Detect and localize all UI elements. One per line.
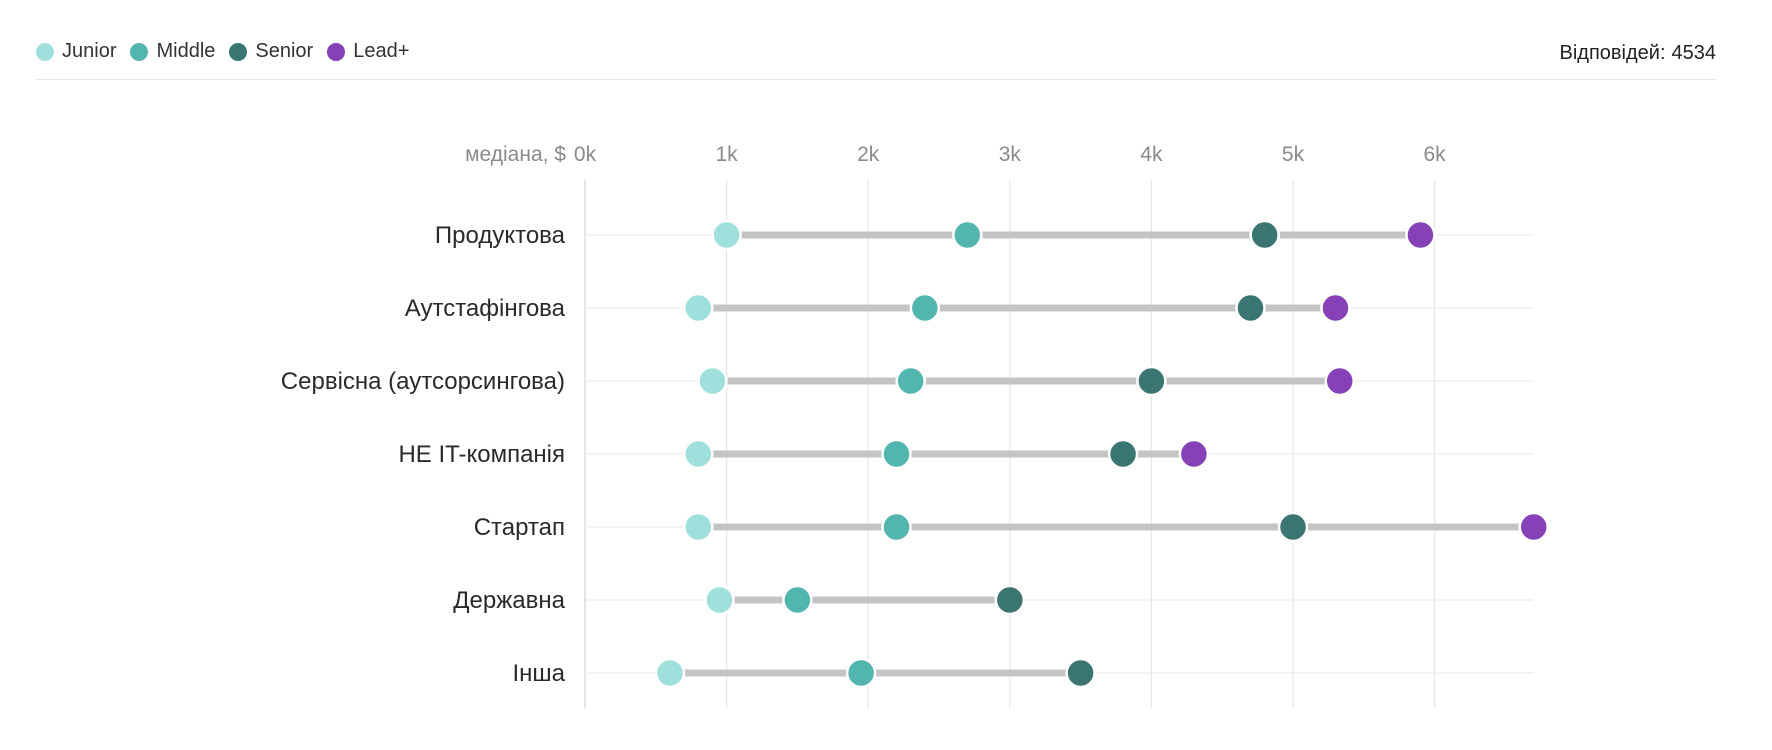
legend-item-senior[interactable]: Senior [229,40,313,63]
tick-label-2k: 2k [857,143,880,166]
point-middle[interactable] [909,292,941,324]
point-junior[interactable] [704,584,735,616]
point-middle[interactable] [895,365,926,397]
point-lead[interactable] [1405,219,1436,251]
responses-count: Відповідей: 4534 [1560,42,1717,65]
point-senior[interactable] [994,584,1026,616]
point-middle[interactable] [782,584,813,616]
legend-dot-senior [229,42,248,61]
legend-label-junior: Junior [62,40,117,62]
tick-label-0k: 0k [574,143,597,166]
legend-label-middle: Middle [156,40,216,62]
row-6: Інша [512,657,1534,689]
point-senior[interactable] [1235,292,1266,324]
point-middle[interactable] [881,511,912,543]
point-middle[interactable] [845,657,877,689]
legend-label-lead: Lead+ [353,40,410,62]
row-3: НЕ IT-компанія [398,438,1534,470]
point-lead[interactable] [1518,511,1549,543]
x-axis-label: медіана, $ [465,143,566,166]
legend-item-lead[interactable]: Lead+ [327,40,409,63]
point-junior[interactable] [711,219,742,251]
category-label: Інша [512,660,565,687]
tick-label-6k: 6k [1424,143,1447,166]
point-junior[interactable] [683,292,714,324]
x-axis-ticks: 0k 1k 2k 3k 4k 5k 6k [574,143,1446,166]
header-divider [36,79,1716,80]
tick-label-4k: 4k [1140,143,1163,166]
point-senior[interactable] [1136,365,1167,397]
point-lead[interactable] [1178,438,1210,470]
point-junior[interactable] [683,438,714,470]
row-4: Стартап [474,511,1549,543]
point-middle[interactable] [881,438,912,470]
row-1: Аутстафінгова [405,292,1534,324]
legend: Junior Middle Senior Lead+ [36,40,423,63]
tick-label-1k: 1k [716,143,739,166]
legend-dot-lead [327,42,346,61]
tick-label-3k: 3k [999,143,1022,166]
point-junior[interactable] [654,657,686,689]
responses-label: Відповідей: [1559,42,1666,64]
point-junior[interactable] [683,511,714,543]
category-label: Продуктова [435,222,566,249]
legend-item-junior[interactable]: Junior [36,40,116,63]
point-senior[interactable] [1277,511,1309,543]
row-5: Державна [453,584,1534,616]
responses-value: 4534 [1671,42,1717,64]
grid [584,180,1436,708]
tick-label-5k: 5k [1282,143,1305,166]
category-label: Сервісна (аутсорсингова) [281,368,565,395]
point-lead[interactable] [1320,292,1351,324]
row-2: Сервісна (аутсорсингова) [281,365,1534,397]
point-senior[interactable] [1107,438,1139,470]
point-senior[interactable] [1065,657,1096,689]
category-label: НЕ IT-компанія [398,441,565,468]
legend-dot-junior [36,42,54,61]
row-0: Продуктова [435,219,1534,251]
point-middle[interactable] [952,219,983,251]
category-label: Стартап [474,514,565,541]
chart-rows: Продуктова Аутстафінгова Сервісна (аутсорс… [281,219,1549,689]
legend-item-middle[interactable]: Middle [130,40,215,63]
point-lead[interactable] [1324,365,1355,397]
legend-dot-middle [130,42,149,61]
legend-label-senior: Senior [255,40,314,62]
point-junior[interactable] [697,365,728,397]
category-label: Державна [453,587,565,614]
point-senior[interactable] [1249,219,1280,251]
category-label: Аутстафінгова [405,295,566,322]
